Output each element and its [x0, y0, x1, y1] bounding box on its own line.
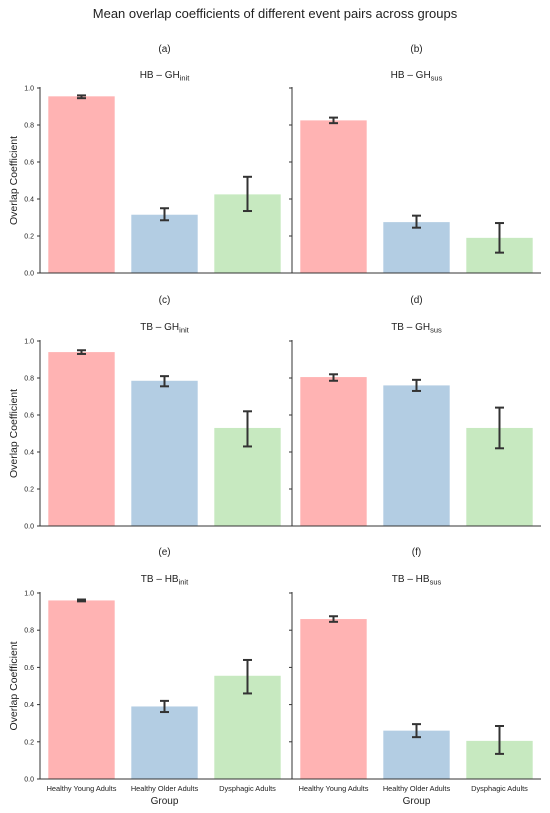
bar	[383, 385, 450, 526]
panel-b: (b) HB – GHsus	[289, 44, 541, 274]
panel-title-main: HB – GH	[140, 70, 180, 81]
panel-title: TB – HBsus	[392, 574, 442, 587]
x-tick-label: Healthy Young Adults	[47, 784, 117, 793]
y-tick-label: 0.8	[24, 628, 34, 635]
panel-title-main: HB – GH	[391, 70, 431, 81]
panel-title-main: TB – HB	[141, 574, 179, 585]
panel-title-sub: sus	[430, 578, 442, 587]
y-tick-label: 0.8	[24, 376, 34, 383]
y-tick-label: 0.2	[24, 739, 34, 746]
y-tick-label: 0.4	[24, 702, 34, 709]
bar	[131, 706, 198, 779]
y-tick-label: 0.8	[24, 123, 34, 130]
bar	[300, 377, 367, 526]
panel-label: (e)	[158, 547, 170, 558]
panel-e: (e) TB – HBinit Healthy Young Adults Health…	[8, 547, 289, 807]
x-tick-label: Dysphagic Adults	[219, 784, 276, 793]
bar	[300, 619, 367, 779]
panel-label: (d)	[410, 295, 422, 306]
y-axis-label: Overlap Coefficient	[8, 389, 20, 478]
x-axis-label: Group	[403, 796, 431, 807]
x-tick-label: Healthy Older Adults	[131, 784, 199, 793]
panel-c: (c) TB – GHinit 0.0 0.2 0.4 0.6 0.8 1.0 Overlap …	[8, 295, 289, 531]
bar	[300, 120, 367, 273]
y-tick-label: 0.2	[24, 234, 34, 241]
y-axis-label: Overlap Coefficient	[8, 641, 20, 730]
panel-title: TB – GHinit	[140, 322, 189, 335]
y-tick-label: 1.0	[24, 339, 34, 346]
panel-title: HB – GHinit	[140, 70, 191, 83]
y-tick-label: 1.0	[24, 591, 34, 598]
y-tick-label: 0.6	[24, 413, 34, 420]
figure-title: Mean overlap coefficients of different e…	[93, 6, 458, 21]
bar	[48, 96, 115, 273]
bar	[131, 380, 198, 526]
panel-title-sub: sus	[431, 74, 443, 83]
panel-title-sub: init	[179, 326, 190, 335]
bar	[383, 222, 450, 273]
y-tick-label: 0.0	[24, 524, 34, 531]
bar	[48, 352, 115, 526]
panel-title-sub: sus	[430, 326, 442, 335]
panel-title: HB – GHsus	[391, 70, 443, 83]
panel-label: (c)	[159, 295, 171, 306]
y-tick-label: 0.2	[24, 487, 34, 494]
panel-f: (f) TB – HBsus Healthy Young Adults Healthy…	[289, 547, 541, 807]
y-tick-label: 0.6	[24, 160, 34, 167]
panel-label: (b)	[410, 44, 422, 55]
y-tick-label: 0.4	[24, 197, 34, 204]
y-tick-label: 0.0	[24, 271, 34, 278]
panel-title-sub: init	[180, 74, 191, 83]
y-tick-label: 0.0	[24, 777, 34, 784]
x-axis-label: Group	[151, 796, 179, 807]
y-tick-label: 0.6	[24, 665, 34, 672]
bar	[131, 214, 198, 273]
bar	[48, 600, 115, 779]
panel-d: (d) TB – GHsus	[289, 295, 541, 527]
y-axis-label: Overlap Coefficient	[8, 136, 20, 225]
bar	[383, 730, 450, 779]
panel-a: (a) HB – GHinit 0.0 0.2 0.4 0.6 0.8 1.0 Overlap …	[8, 44, 289, 278]
panel-title: TB – HBinit	[141, 574, 189, 587]
x-tick-label: Healthy Young Adults	[299, 784, 369, 793]
panel-label: (a)	[158, 44, 170, 55]
x-tick-label: Dysphagic Adults	[471, 784, 528, 793]
y-tick-label: 1.0	[24, 86, 34, 93]
panel-title: TB – GHsus	[391, 322, 442, 335]
x-tick-label: Healthy Older Adults	[383, 784, 451, 793]
y-tick-label: 0.4	[24, 450, 34, 457]
panel-label: (f)	[412, 547, 421, 558]
panel-title-sub: init	[179, 578, 190, 587]
panel-title-main: TB – GH	[140, 322, 179, 333]
panel-title-main: TB – GH	[391, 322, 430, 333]
panel-title-main: TB – HB	[392, 574, 430, 585]
